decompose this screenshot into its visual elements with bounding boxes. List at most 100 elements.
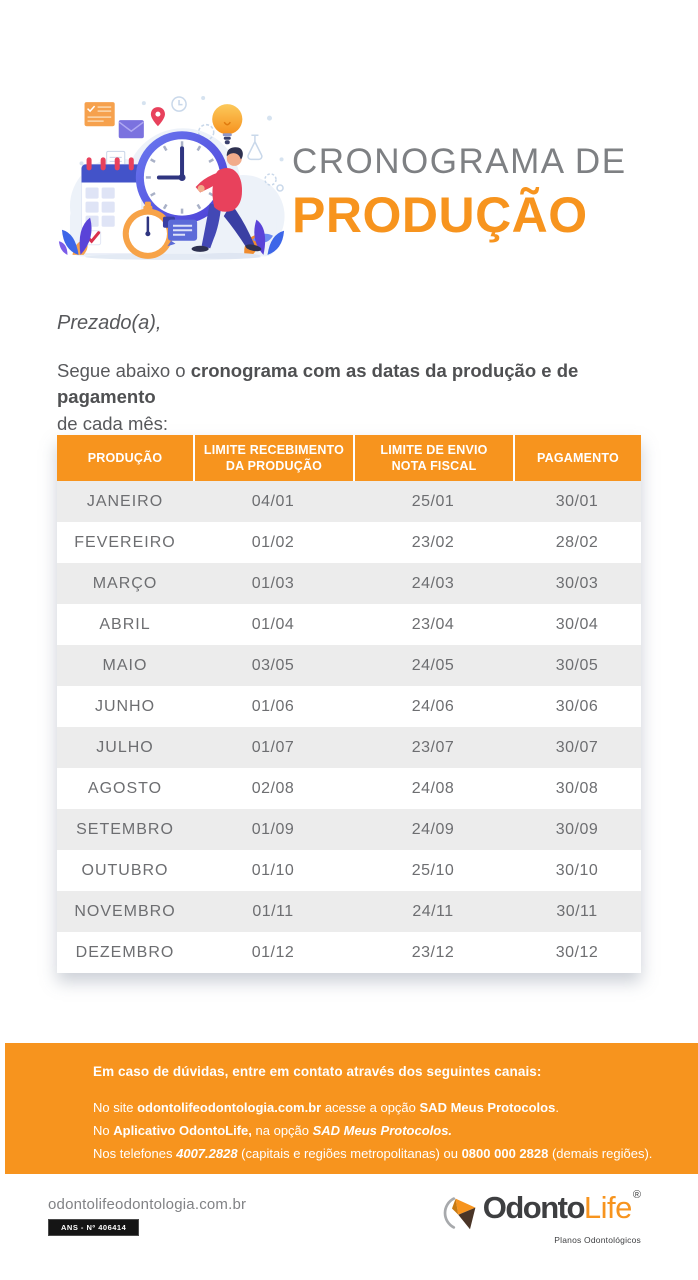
page-title: CRONOGRAMA DE PRODUÇÃO — [292, 142, 627, 244]
odontolife-logo-icon — [443, 1192, 479, 1234]
month-cell: MARÇO — [92, 574, 158, 592]
footer-website-link[interactable]: odontolifeodontologia.com.br — [48, 1196, 247, 1213]
small-clock-hands — [178, 100, 183, 106]
stopwatch-icon — [122, 201, 173, 259]
schedule-illustration — [52, 88, 294, 284]
speech-bubble-icon — [162, 216, 198, 247]
title-line-1: CRONOGRAMA DE — [292, 142, 627, 181]
clock-icon — [135, 131, 229, 224]
month-cell: JULHO — [96, 738, 154, 756]
odontolife-logo: OdontoLife® Planos Odontológicos — [443, 1190, 641, 1245]
table-row-marco: MARÇO 01/03 24/03 30/03 — [57, 563, 641, 604]
header-producao: PRODUÇÃO — [87, 450, 163, 465]
pagamento-cell: 30/11 — [556, 902, 598, 920]
table-body: JANEIRO 04/01 25/01 30/01 FEVEREIRO 01/0… — [57, 481, 641, 973]
header-limite-envio-nf: LIMITE DE ENVIO NOTA FISCAL — [353, 435, 513, 481]
pagamento-cell: 30/05 — [555, 656, 599, 674]
logo-tagline: Planos Odontológicos — [554, 1235, 641, 1245]
limite-recebimento-cell: 01/11 — [252, 902, 294, 920]
table-row-julho: JULHO 01/07 23/07 30/07 — [57, 727, 641, 768]
limite-recebimento-cell: 01/12 — [251, 943, 295, 961]
pin-icon — [150, 107, 165, 127]
logo-row: OdontoLife® — [443, 1190, 641, 1234]
lightbulb-icon — [212, 104, 243, 145]
limite-envio-nf-cell: 24/05 — [411, 656, 455, 674]
pagamento-cell: 30/04 — [555, 615, 599, 633]
limite-recebimento-cell: 01/04 — [251, 615, 295, 633]
month-cell: FEVEREIRO — [74, 533, 176, 551]
limite-recebimento-cell: 01/09 — [251, 820, 295, 838]
limite-envio-nf-cell: 25/10 — [411, 861, 455, 879]
plant-left — [58, 217, 92, 255]
ans-badge: ANS - Nº 406414 — [48, 1219, 140, 1236]
month-cell: SETEMBRO — [76, 820, 174, 838]
month-cell: NOVEMBRO — [74, 902, 176, 920]
pagamento-cell: 30/10 — [555, 861, 599, 879]
pagamento-cell: 30/03 — [555, 574, 599, 592]
intro-pre: Segue abaixo o — [57, 360, 191, 381]
limite-recebimento-cell: 03/05 — [251, 656, 295, 674]
month-cell: DEZEMBRO — [75, 943, 175, 961]
illustration-svg — [58, 96, 285, 260]
contact-heading: Em caso de dúvidas, entre em contato atr… — [93, 1064, 542, 1079]
small-clock-icon — [171, 96, 187, 112]
pagamento-cell: 30/09 — [555, 820, 599, 838]
table-row-agosto: AGOSTO 02/08 24/08 30/08 — [57, 768, 641, 809]
month-cell: OUTUBRO — [81, 861, 169, 879]
pagamento-cell: 30/12 — [555, 943, 599, 961]
gear-tiny-icon — [276, 184, 284, 192]
table-row-abril: ABRIL 01/04 23/04 30/04 — [57, 604, 641, 645]
greeting-text: Prezado(a), — [57, 312, 162, 334]
limite-envio-nf-cell: 24/11 — [412, 902, 454, 920]
pagamento-cell: 30/07 — [555, 738, 599, 756]
table-row-dezembro: DEZEMBRO 01/12 23/12 30/12 — [57, 932, 641, 973]
table-row-outubro: OUTUBRO 01/10 25/10 30/10 — [57, 850, 641, 891]
table-row-maio: MAIO 03/05 24/05 30/05 — [57, 645, 641, 686]
limite-envio-nf-cell: 24/06 — [411, 697, 455, 715]
table-row-fevereiro: FEVEREIRO 01/02 23/02 28/02 — [57, 522, 641, 563]
table-row-janeiro: JANEIRO 04/01 25/01 30/01 — [57, 481, 641, 522]
pagamento-cell: 30/01 — [555, 492, 599, 510]
phone-number-0800: 0800 000 2828 — [461, 1146, 549, 1162]
contact-line-site: No site odontolifeodontologia.com.br ace… — [93, 1100, 559, 1115]
pagamento-cell: 30/08 — [555, 779, 599, 797]
production-schedule-table: PRODUÇÃO LIMITE RECEBIMENTO DA PRODUÇÃO … — [57, 435, 641, 973]
month-cell: ABRIL — [99, 615, 151, 633]
month-cell: MAIO — [102, 656, 148, 674]
pagamento-cell: 28/02 — [555, 533, 599, 551]
table-row-setembro: SETEMBRO 01/09 24/09 30/09 — [57, 809, 641, 850]
header-pagamento: PAGAMENTO — [513, 435, 641, 481]
pagamento-cell: 30/06 — [555, 697, 599, 715]
table-row-junho: JUNHO 01/06 24/06 30/06 — [57, 686, 641, 727]
limite-recebimento-cell: 01/07 — [251, 738, 295, 756]
gear-small-icon — [264, 173, 277, 186]
person-figure — [191, 147, 262, 259]
limite-envio-nf-cell: 25/01 — [411, 492, 455, 510]
header-limite-recebimento: LIMITE RECEBIMENTO DA PRODUÇÃO — [193, 435, 353, 481]
limite-envio-nf-cell: 23/12 — [411, 943, 455, 961]
flask-icon — [247, 134, 263, 161]
limite-envio-nf-cell: 23/02 — [411, 533, 455, 551]
contact-line-app: No Aplicativo OdontoLife, na opção SAD M… — [93, 1123, 453, 1139]
month-cell: JUNHO — [94, 697, 156, 715]
intro-post: de cada mês: — [57, 412, 169, 434]
limite-recebimento-cell: 04/01 — [251, 492, 295, 510]
registered-mark: ® — [632, 1189, 641, 1201]
limite-recebimento-cell: 01/10 — [251, 861, 295, 879]
phone-number-capitais: 4007.2828 — [176, 1146, 238, 1162]
limite-recebimento-cell: 01/06 — [251, 697, 295, 715]
limite-recebimento-cell: 02/08 — [251, 779, 295, 797]
limite-envio-nf-cell: 23/07 — [411, 738, 455, 756]
limite-envio-nf-cell: 24/09 — [411, 820, 455, 838]
month-cell: JANEIRO — [86, 492, 164, 510]
note-icon — [84, 102, 115, 127]
title-line-2: PRODUÇÃO — [292, 187, 588, 243]
contact-box: Em caso de dúvidas, entre em contato atr… — [5, 1043, 698, 1174]
envelope-icon — [118, 120, 144, 139]
intro-bold: cronograma com as datas da produção e de… — [57, 360, 579, 408]
limite-envio-nf-cell: 23/04 — [411, 615, 455, 633]
contact-line-phones: Nos telefones 4007.2828 (capitais e regi… — [93, 1146, 653, 1162]
contact-site-link[interactable]: odontolifeodontologia.com.br — [137, 1100, 322, 1115]
intro-text: Segue abaixo o cronograma com as datas d… — [57, 358, 657, 437]
